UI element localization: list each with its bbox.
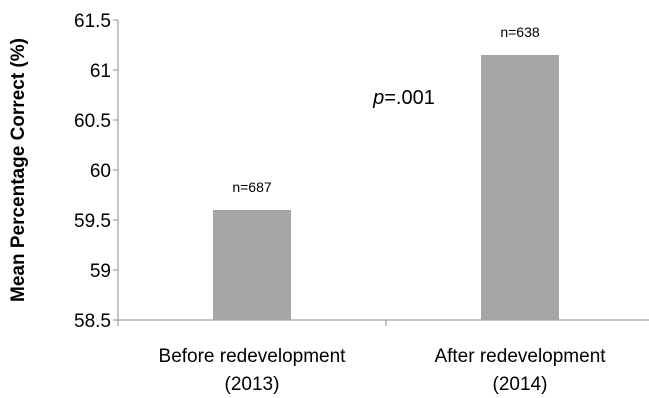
- x-category-labels: Before redevelopment (2013) After redevelo…: [159, 346, 607, 395]
- p-value-annotation: p=.001: [372, 87, 435, 109]
- p-value-symbol: p: [372, 87, 384, 109]
- y-tick-label: 58.5: [74, 311, 111, 332]
- bar: [213, 210, 291, 320]
- x-category-label: Before redevelopment: [159, 346, 347, 367]
- p-value-number: =.001: [384, 87, 435, 109]
- x-category-label: (2014): [493, 374, 548, 395]
- x-category-label: After redevelopment: [434, 346, 606, 367]
- y-tick-labels: 58.5 59 59.5 60 60.5 61 61.5: [74, 11, 118, 332]
- y-tick-label: 59: [90, 261, 111, 282]
- y-tick-label: 61: [90, 61, 111, 82]
- y-tick-label: 60.5: [74, 111, 111, 132]
- y-tick-label: 59.5: [74, 211, 111, 232]
- x-category-label: (2013): [225, 374, 280, 395]
- bar: [481, 55, 559, 320]
- y-tick-label: 60: [90, 161, 111, 182]
- bars: n=687 n=638: [213, 24, 559, 320]
- bar-data-label: n=638: [500, 24, 540, 40]
- y-axis-label: Mean Percentage Correct (%): [8, 38, 29, 302]
- bar-data-label: n=687: [232, 179, 272, 195]
- axes: [117, 20, 649, 326]
- y-tick-label: 61.5: [74, 11, 111, 32]
